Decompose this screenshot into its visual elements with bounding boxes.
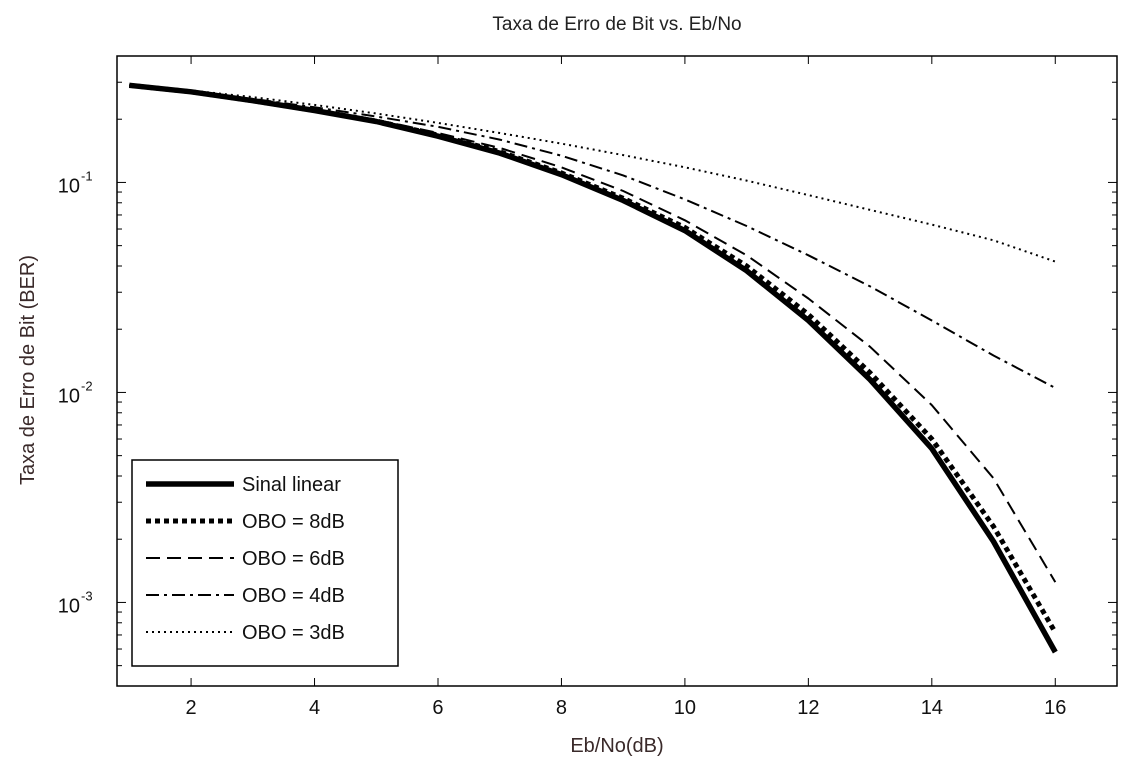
legend: Sinal linear OBO = 8dB OBO = 6dB OBO = 4dB O… — [131, 459, 399, 667]
x-tick-label: 14 — [921, 697, 943, 719]
y-tick-label-base: 10 — [58, 385, 80, 407]
y-tick-label-base: 10 — [58, 175, 80, 197]
legend-label-4: OBO = 3dB — [242, 622, 345, 644]
legend-label-0: Sinal linear — [242, 474, 341, 496]
legend-label-1: OBO = 8dB — [242, 511, 345, 533]
series-line-2 — [129, 84, 1057, 583]
x-tick-label: 6 — [432, 697, 443, 719]
y-axis-label: Taxa de Erro de Bit (BER) — [17, 255, 39, 485]
y-tick-label-exponent: -1 — [81, 168, 93, 183]
x-tick-label: 8 — [556, 697, 567, 719]
x-tick-label: 2 — [186, 697, 197, 719]
x-tick-label: 12 — [797, 697, 819, 719]
y-tick-label-exponent: -3 — [81, 588, 93, 603]
y-tick-label-base: 10 — [58, 595, 80, 617]
x-tick-label: 10 — [674, 697, 696, 719]
x-tick-label: 4 — [309, 697, 320, 719]
legend-label-3: OBO = 4dB — [242, 585, 345, 607]
x-axis-label: Eb/No(dB) — [570, 735, 663, 757]
y-tick-label-exponent: -2 — [81, 378, 93, 393]
series-line-3 — [129, 84, 1056, 389]
chart-title: Taxa de Erro de Bit vs. Eb/No — [492, 14, 741, 35]
legend-label-2: OBO = 6dB — [242, 548, 345, 570]
x-tick-label: 16 — [1044, 697, 1066, 719]
series-layer — [129, 82, 1058, 654]
